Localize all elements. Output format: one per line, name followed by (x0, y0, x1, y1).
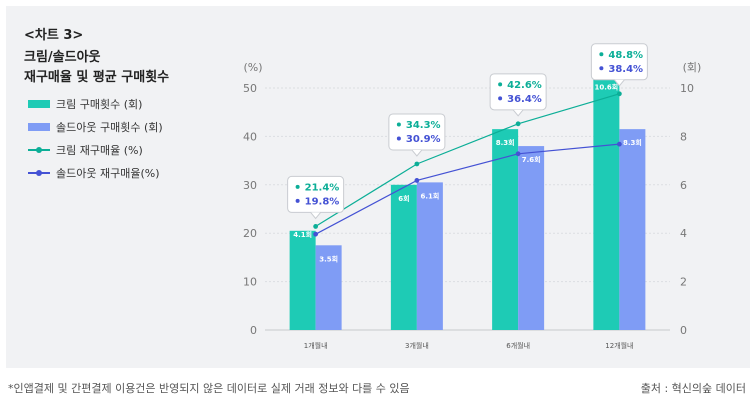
y-left-tick-label: 50 (243, 82, 257, 95)
bar (289, 230, 316, 330)
bar-data-label: 4.1회 (293, 230, 312, 239)
callout-pointer (310, 212, 322, 220)
callout-dot (396, 122, 401, 127)
legend-label: 솔드아웃 재구매율(%) (56, 166, 160, 180)
y-left-tick-label: 20 (243, 227, 257, 240)
bar-data-label: 8.3회 (496, 138, 515, 147)
line-data-label: 38.4% (608, 64, 643, 75)
y-right-tick-label: 6 (680, 179, 687, 192)
legend-swatch-kream-count (28, 99, 50, 108)
bar-data-label: 6.1회 (420, 191, 439, 200)
line-data-label: 48.8% (608, 50, 643, 61)
chart-number: <차트 3> (24, 28, 84, 43)
y-left-unit-label: (%) (243, 61, 262, 74)
bar (619, 129, 646, 330)
line-data-label: 36.4% (507, 94, 542, 105)
y-right-tick-label: 10 (680, 82, 694, 95)
line-point (414, 178, 420, 183)
chart-header: <차트 3> 크림/솔드아웃 재구매율 및 평균 구매횟수 (24, 24, 169, 88)
bar-data-label: 6회 (398, 194, 409, 203)
y-left-tick-label: 10 (243, 276, 257, 289)
bar (492, 129, 519, 330)
y-right-tick-label: 4 (680, 227, 687, 240)
y-left-tick-label: 0 (250, 324, 257, 337)
callout-dot (599, 66, 604, 71)
line-data-label: 30.9% (406, 134, 441, 145)
y-right-tick-label: 2 (680, 276, 687, 289)
y-left-tick-label: 40 (243, 130, 257, 143)
bar (390, 184, 417, 330)
legend-item-kream-rate: 크림 재구매율 (%) (28, 142, 163, 157)
line-point (313, 224, 319, 229)
y-right-tick-label: 0 (680, 324, 687, 337)
callout-pointer (512, 109, 524, 117)
bar (593, 73, 620, 330)
bar (416, 182, 443, 330)
x-tick-label: 1개월내 (304, 341, 328, 350)
y-right-tick-label: 8 (680, 130, 687, 143)
x-tick-label: 6개월내 (506, 341, 530, 350)
line-point (616, 91, 622, 97)
footnote: *인앱결제 및 간편결제 이용건은 반영되지 않은 데이터로 실제 거래 정보와… (8, 382, 410, 395)
bar-data-label: 7.6회 (522, 155, 541, 164)
bar-data-label: 10.6회 (595, 82, 619, 91)
callout-pointer (411, 149, 423, 157)
y-left-tick-label: 30 (243, 179, 257, 192)
chart-title: 크림/솔드아웃 재구매율 및 평균 구매횟수 (24, 50, 170, 85)
line-point (313, 231, 319, 237)
callout-dot (498, 82, 503, 87)
line-data-label: 21.4% (305, 182, 340, 193)
legend-swatch-soldout-count (28, 122, 50, 131)
series-line (315, 143, 620, 235)
legend-item-soldout-count: 솔드아웃 구매횟수 (회) (28, 119, 163, 134)
callout-dot (295, 184, 300, 189)
line-data-label: 19.8% (305, 196, 340, 207)
bar-data-label: 8.3회 (623, 138, 642, 147)
legend-label: 크림 재구매율 (%) (56, 143, 143, 157)
legend-swatch-kream-rate (28, 146, 50, 153)
legend-label: 솔드아웃 구매횟수 (회) (56, 120, 163, 134)
y-right-unit-label: (회) (683, 61, 702, 74)
chart-legend: 크림 구매횟수 (회) 솔드아웃 구매횟수 (회) 크림 재구매율 (%) 솔드… (28, 96, 163, 188)
series-line (315, 93, 620, 227)
callout-dot (396, 136, 401, 141)
line-point (515, 121, 521, 127)
line-data-label: 42.6% (507, 80, 542, 91)
line-point (414, 161, 420, 167)
bar (315, 245, 342, 330)
legend-label: 크림 구매횟수 (회) (56, 97, 143, 111)
line-data-label: 34.3% (406, 120, 441, 131)
legend-item-soldout-rate: 솔드아웃 재구매율(%) (28, 165, 163, 180)
bar-data-label: 3.5회 (319, 254, 338, 263)
legend-item-kream-count: 크림 구매횟수 (회) (28, 96, 163, 111)
callout-pointer (613, 79, 625, 87)
line-point (616, 141, 622, 147)
bar (518, 146, 545, 330)
callout-dot (295, 198, 300, 203)
source-note: 출처 : 혁신의숲 데이터 (640, 382, 746, 395)
legend-swatch-soldout-rate (28, 169, 50, 176)
callout-dot (599, 52, 604, 57)
x-tick-label: 3개월내 (405, 341, 429, 350)
x-tick-label: 12개월내 (605, 341, 633, 350)
line-point (515, 151, 521, 157)
callout-dot (498, 96, 503, 101)
